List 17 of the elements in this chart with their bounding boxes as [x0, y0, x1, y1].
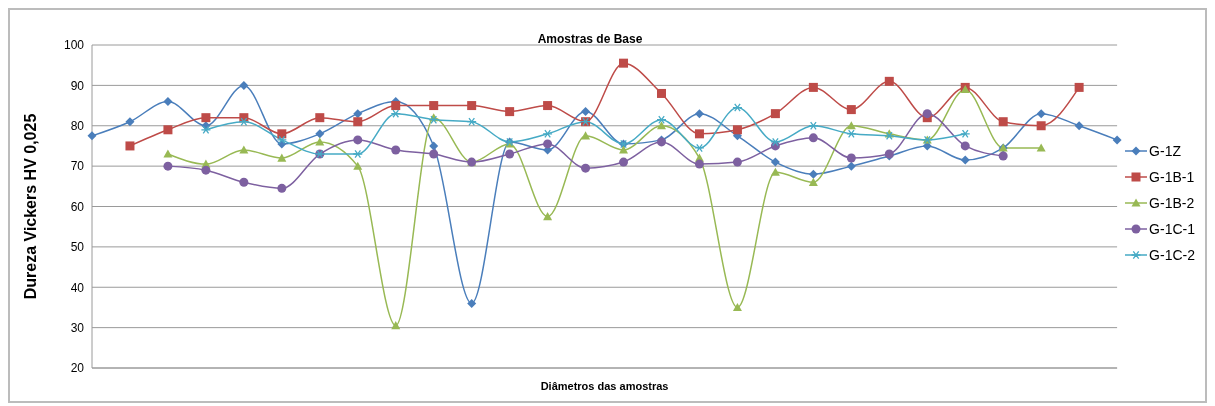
y-axis-title: Dureza Vickers HV 0,025 [21, 113, 39, 300]
y-tick-label: 70 [70, 159, 85, 174]
x-axis-title: Diâmetros das amostras [540, 380, 669, 392]
y-tick-label: 100 [63, 38, 85, 53]
y-tick-label: 20 [70, 361, 85, 376]
chart-title: Amostras de Base [537, 32, 643, 46]
y-tick-label: 50 [70, 240, 85, 255]
legend-label: G-1B-2 [1149, 194, 1195, 211]
y-tick-label: 80 [70, 119, 85, 134]
y-tick-label: 60 [70, 199, 85, 214]
y-tick-label: 90 [70, 78, 85, 93]
legend-label: G-1C-1 [1149, 220, 1195, 237]
legend-label: G-1C-2 [1149, 246, 1195, 263]
legend-label: G-1B-1 [1149, 168, 1195, 185]
y-tick-label: 40 [70, 280, 85, 295]
y-tick-label: 30 [70, 320, 85, 335]
legend-label: G-1Z [1149, 142, 1181, 159]
